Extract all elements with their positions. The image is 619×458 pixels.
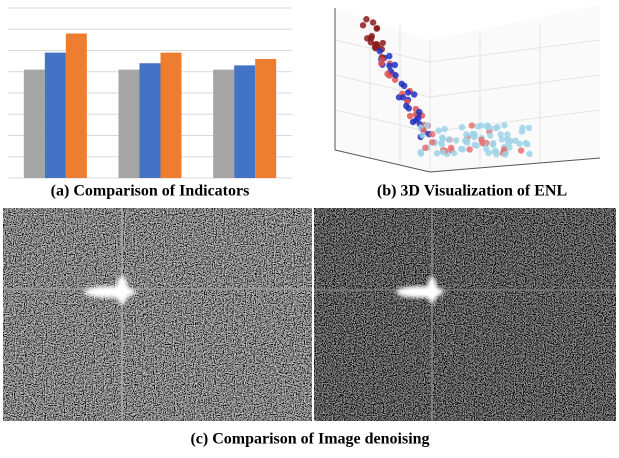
- scatter-point-decor: [492, 124, 499, 132]
- denoise-image-left: [3, 208, 312, 421]
- scatter-point-decor: [498, 136, 505, 143]
- scatter-point-decor: [487, 132, 494, 139]
- scatter-point-decor: [435, 127, 442, 134]
- caption-b: (b) 3D Visualization of ENL: [377, 183, 567, 200]
- scatter-point-decor: [471, 141, 478, 149]
- scatter-point-decor: [422, 144, 429, 152]
- scatter-point-decor: [405, 105, 412, 112]
- scatter-point-decor: [373, 40, 380, 48]
- caption-a: (a) Comparison of Indicators: [51, 183, 250, 200]
- scatter-3d-illustration: [334, 5, 601, 173]
- scatter-point-decor: [524, 141, 531, 148]
- scatter-point-decor: [501, 151, 509, 158]
- bar: [213, 69, 235, 178]
- scatter-point-decor: [486, 124, 493, 131]
- bar: [160, 52, 182, 178]
- scatter-point-decor: [399, 94, 407, 101]
- scatter-point-decor: [458, 124, 466, 131]
- scatter-point-decor: [463, 137, 471, 145]
- scatter-point-decor: [386, 52, 393, 60]
- scatter-point-decor: [468, 122, 476, 129]
- scatter-point-decor: [489, 140, 497, 147]
- scatter-point-decor: [463, 131, 470, 138]
- bar: [234, 65, 256, 178]
- bar: [44, 52, 66, 178]
- scatter-point-decor: [452, 137, 460, 144]
- scatter-point-decor: [419, 132, 426, 139]
- scatter-point-decor: [438, 139, 445, 146]
- scatter-point-decor: [517, 147, 525, 154]
- scatter-point-decor: [501, 122, 508, 129]
- scatter-point-decor: [504, 131, 511, 138]
- scatter-point-decor: [368, 32, 375, 40]
- scatter-point-decor: [363, 16, 370, 23]
- scatter-point-decor: [398, 80, 405, 87]
- scatter-point-decor: [512, 137, 519, 144]
- scatter-point-decor: [411, 91, 418, 98]
- caption-c: (c) Comparison of Image denoising: [190, 431, 429, 448]
- scatter-point-decor: [493, 151, 500, 158]
- scatter-point-decor: [417, 150, 425, 157]
- scatter-point-decor: [526, 150, 533, 158]
- scatter-point-decor: [429, 131, 436, 138]
- bar: [23, 69, 45, 178]
- scatter-point-decor: [379, 39, 387, 47]
- scatter-point-decor: [466, 146, 473, 153]
- scatter-point-decor: [441, 125, 448, 133]
- scatter-point-decor: [506, 144, 513, 151]
- scatter-point-decor: [445, 136, 453, 143]
- scatter-point-decor: [376, 47, 383, 55]
- scatter-point-decor: [429, 139, 436, 146]
- scatter-point-decor: [384, 70, 391, 78]
- bar: [118, 69, 140, 178]
- scatter-point-decor: [423, 122, 431, 129]
- scatter-point-decor: [451, 149, 458, 157]
- scatter-point-decor: [414, 115, 422, 122]
- scatter-point-decor: [378, 60, 385, 67]
- scatter-point-decor: [404, 89, 412, 96]
- scatter-point-decor: [439, 134, 446, 141]
- scatter-point-decor: [433, 149, 441, 157]
- bar: [255, 59, 277, 178]
- scatter-point-decor: [392, 72, 399, 79]
- scatter-point-decor: [497, 131, 504, 138]
- scatter-point-decor: [386, 62, 393, 70]
- scatter-point-decor: [416, 108, 423, 116]
- scatter-point-decor: [483, 145, 490, 153]
- scatter-point-decor: [471, 134, 478, 141]
- scatter-point-decor: [525, 124, 533, 132]
- scatter-point-decor: [359, 22, 367, 29]
- scatter-point-decor: [391, 61, 399, 69]
- scatter-point-decor: [478, 136, 485, 144]
- scatter-point-decor: [369, 19, 377, 26]
- denoise-image-right: [314, 208, 616, 421]
- bar: [139, 63, 161, 178]
- scatter-point-decor: [406, 112, 414, 120]
- scatter-point-decor: [474, 123, 482, 130]
- scatter-point-decor: [439, 149, 447, 156]
- scatter-point-decor: [373, 25, 380, 32]
- scatter-point-decor: [457, 145, 465, 153]
- bar: [65, 33, 87, 178]
- scatter-point-decor: [519, 124, 526, 131]
